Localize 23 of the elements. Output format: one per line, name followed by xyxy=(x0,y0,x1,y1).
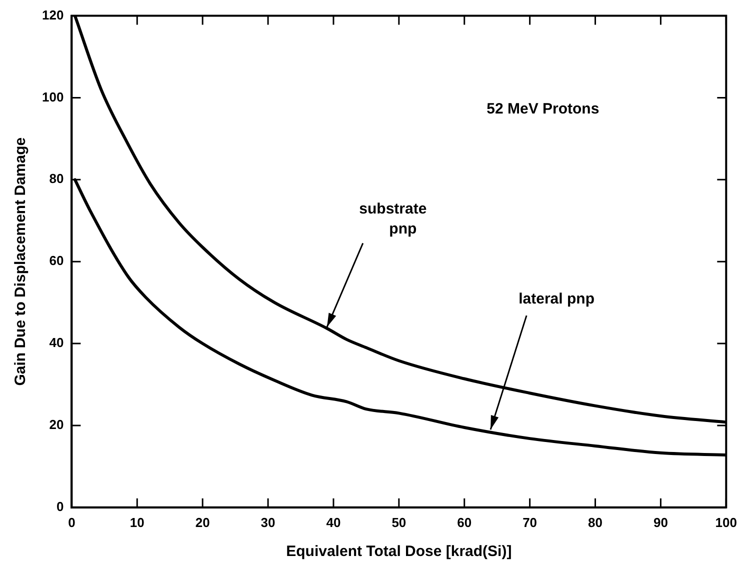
x-tick-label: 60 xyxy=(457,514,472,530)
x-tick-label: 0 xyxy=(68,514,76,530)
x-tick-label: 20 xyxy=(195,514,210,530)
x-tick-label: 70 xyxy=(522,514,538,530)
x-tick-label: 90 xyxy=(653,514,668,530)
annotation: substrate pnp xyxy=(359,200,427,238)
y-tick-label: 0 xyxy=(56,498,64,514)
x-tick-label: 80 xyxy=(588,514,602,530)
x-tick-label: 10 xyxy=(130,514,144,530)
x-tick-label: 100 xyxy=(715,514,738,530)
annotation: 52 MeV Protons xyxy=(486,100,600,118)
y-tick-label: 100 xyxy=(42,89,64,104)
y-tick-label: 120 xyxy=(42,7,64,22)
annotation: lateral pnp xyxy=(518,290,594,308)
y-tick-label: 40 xyxy=(49,335,64,350)
y-tick-label: 80 xyxy=(49,171,64,186)
y-tick-label: 60 xyxy=(49,253,64,268)
y-axis-title: Gain Due to Displacement Damage xyxy=(12,137,30,386)
x-tick-label: 50 xyxy=(392,514,406,530)
y-tick-label: 20 xyxy=(49,417,64,432)
x-axis-title: Equivalent Total Dose [krad(Si)] xyxy=(286,543,512,560)
x-tick-label: 30 xyxy=(260,514,276,530)
x-tick-label: 40 xyxy=(326,514,341,530)
